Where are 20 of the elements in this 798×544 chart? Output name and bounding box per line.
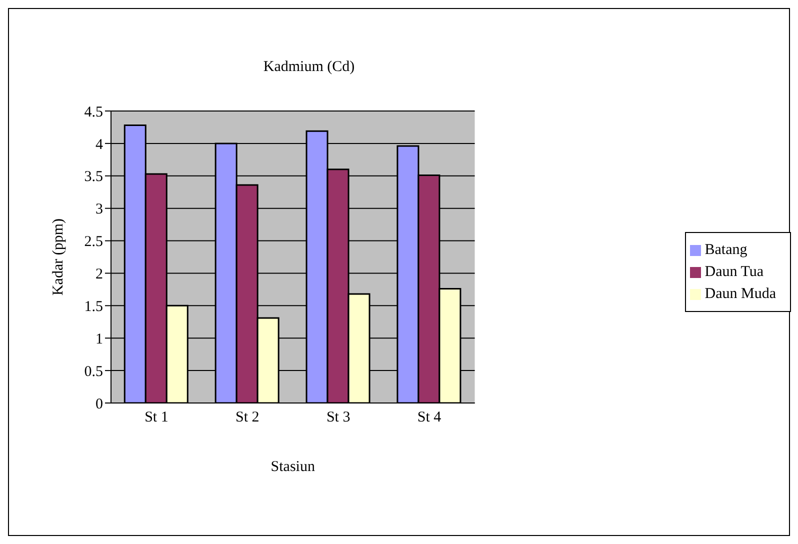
legend-label: Daun Tua: [704, 264, 764, 280]
legend-label: Batang: [704, 242, 748, 258]
y-tick-label: 0.5: [84, 364, 103, 380]
x-tick-label: St 2: [236, 410, 260, 426]
x-axis-title: Stasiun: [270, 459, 316, 475]
y-tick-label: 3.5: [84, 169, 103, 186]
y-tick-label: 4.5: [84, 104, 103, 120]
x-tick-label: St 1: [144, 410, 168, 426]
y-tick-label: 4: [96, 136, 104, 153]
y-tick-label: 2: [96, 266, 103, 283]
y-tick-label: 1.5: [84, 298, 103, 315]
chart-title: Kadmium (Cd): [262, 59, 356, 76]
legend-label: Daun Muda: [704, 286, 776, 302]
x-tick-label: St 4: [417, 410, 442, 426]
y-tick-label: 0: [96, 396, 103, 412]
x-tick-label: St 3: [326, 410, 350, 426]
y-tick-label: 1: [96, 331, 103, 348]
y-tick-label: 2.5: [84, 234, 103, 250]
y-axis-title: Kadar (ppm): [50, 218, 66, 296]
y-tick-label: 3: [96, 202, 103, 218]
